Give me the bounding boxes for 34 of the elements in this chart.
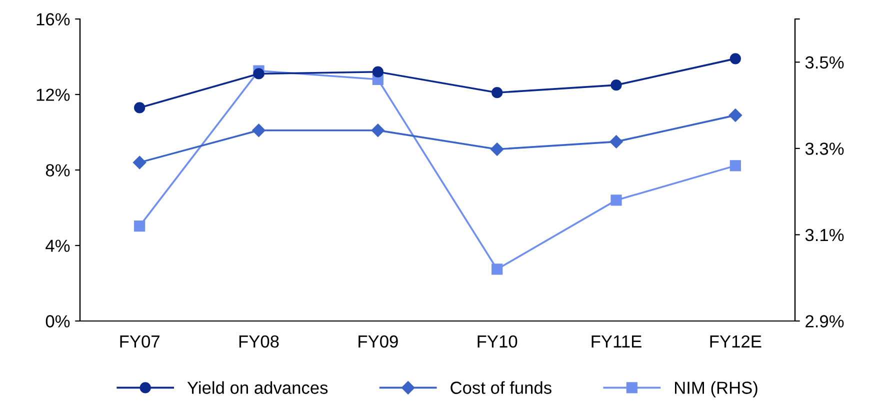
x-tick-label: FY08: [239, 335, 279, 348]
point: [492, 87, 503, 98]
x-tick-label: FY12E: [710, 335, 762, 348]
point: [134, 102, 146, 114]
x-tick-label: FY11E: [592, 336, 642, 348]
y2-tick-label: 3.5%: [805, 56, 844, 69]
point: [253, 68, 264, 80]
point: [730, 53, 741, 64]
y-tick-label: 4%: [46, 240, 70, 252]
legend-label: Cost of funds: [450, 381, 552, 394]
point: [730, 160, 741, 172]
x-tick-label: FY09: [358, 335, 398, 348]
point: [372, 66, 384, 78]
y2-tick-label: 2.9%: [806, 315, 844, 328]
point: [610, 194, 622, 206]
x-tick-label: FY10: [478, 335, 518, 348]
point: [610, 80, 622, 91]
point: [371, 124, 385, 137]
y2-tick-label: 3.1%: [805, 228, 844, 242]
point: [610, 135, 623, 148]
y-tick-label: 12%: [36, 88, 70, 101]
y-tick-label: 0%: [46, 315, 70, 328]
point: [490, 142, 504, 156]
legend-label: Yield on advances: [187, 381, 328, 394]
y2-tick-label: 3.3%: [805, 142, 844, 155]
x-tick-label: FY07: [120, 335, 160, 348]
legend-label: NIM (RHS): [674, 381, 758, 398]
y-tick-label: 16%: [36, 13, 70, 26]
point: [132, 156, 146, 170]
point: [252, 124, 266, 137]
point: [728, 108, 742, 122]
y-tick-label: 8%: [46, 164, 70, 176]
point: [134, 220, 146, 232]
point: [492, 264, 503, 275]
